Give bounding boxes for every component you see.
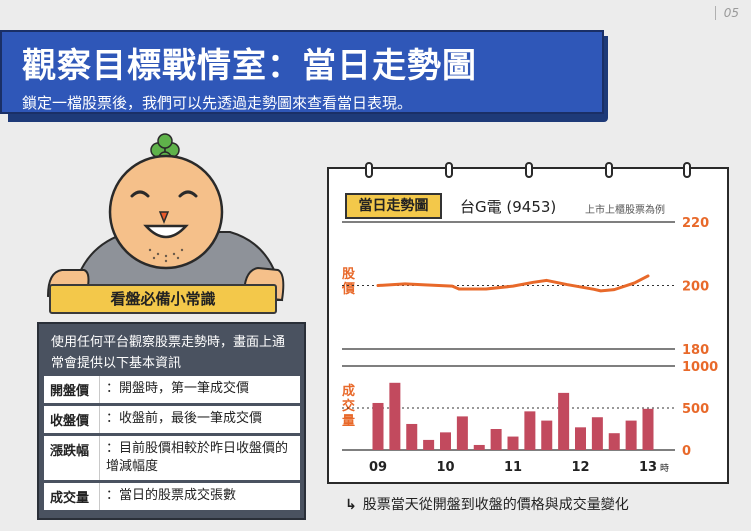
volume-bar: [440, 432, 451, 450]
chart-caption: ↳ 股票當天從開盤到收盤的價格與成交量變化: [345, 494, 629, 514]
volume-bar: [473, 444, 485, 450]
volume-bar: [456, 416, 468, 450]
binder-ring: [525, 162, 533, 178]
mascot-eye-left: [130, 190, 150, 198]
tips-intro: 使用任何平台觀察股票走勢時，畫面上通常會提供以下基本資訊: [51, 335, 286, 371]
volume-tick-label: 500: [682, 402, 709, 417]
mascot-eye-right: [178, 190, 198, 198]
x-tick-label: 13: [639, 460, 657, 475]
x-tick-label: 09: [369, 460, 387, 475]
volume-bar: [625, 420, 637, 450]
volume-tick-label: 1000: [682, 360, 718, 375]
chart-caption-text: 股票當天從開盤到收盤的價格與成交量變化: [362, 497, 629, 513]
price-axis-title: 股價: [342, 267, 356, 297]
volume-bar: [490, 429, 502, 450]
mascot-mouth: [143, 224, 189, 239]
volume-bar: [575, 427, 586, 450]
banner-panel: [0, 30, 604, 114]
binder-ring: [445, 162, 453, 178]
x-tick-label: 10: [436, 460, 454, 475]
tips-definition: ：目前股價相較於昨日收盤價的增減幅度: [106, 441, 289, 474]
volume-tick-label: 0: [682, 444, 691, 459]
price-line: [376, 274, 650, 293]
volume-bar: [608, 433, 620, 450]
tips-term: 成交量: [44, 483, 100, 510]
binder-ring: [683, 162, 691, 178]
volume-bar: [507, 436, 519, 450]
x-tick-label: 11: [504, 460, 522, 475]
volume-bar: [406, 423, 418, 450]
tips-term: 收盤價: [44, 406, 100, 433]
tips-sign: 看盤必備小常識: [49, 284, 277, 314]
binder-rings: [327, 162, 729, 182]
volume-bar: [642, 408, 654, 450]
page-subtitle: 鎖定一檔股票後，我們可以先透過走勢圖來查看當日表現。: [22, 94, 413, 112]
corner-arrow-icon: ↳: [345, 497, 357, 513]
volume-bar: [524, 411, 536, 450]
chart-tag: 當日走勢圖: [345, 193, 442, 219]
x-tick-label: 12: [571, 460, 589, 475]
tips-definition: ：收盤前，最後一筆成交價: [106, 411, 263, 426]
page-number: 05: [714, 6, 739, 20]
tips-board: 使用任何平台觀察股票走勢時，畫面上通常會提供以下基本資訊 開盤價 ：開盤時，第一…: [37, 322, 306, 520]
tips-definition: ：開盤時，第一筆成交價: [106, 381, 250, 396]
volume-bar: [423, 439, 435, 450]
tips-term: 開盤價: [44, 376, 100, 403]
volume-bar: [372, 402, 384, 450]
tips-term: 漲跌幅: [44, 436, 100, 480]
tips-row: 開盤價 ：開盤時，第一筆成交價: [44, 376, 300, 403]
tips-table: 開盤價 ：開盤時，第一筆成交價 收盤價 ：收盤前，最後一筆成交價 漲跌幅 ：目前…: [44, 376, 300, 513]
mascot-nose: [158, 211, 170, 225]
title-banner: 觀察目標戰情室：當日走勢圖 鎖定一檔股票後，我們可以先透過走勢圖來查看當日表現。: [0, 30, 612, 122]
volume-axis-title: 成交量: [342, 384, 356, 429]
stock-name: 台G電 (9453): [460, 198, 557, 216]
tips-row: 漲跌幅 ：目前股價相較於昨日收盤價的增減幅度: [44, 436, 300, 480]
volume-bar: [591, 417, 603, 450]
volume-bar: [541, 420, 553, 450]
volume-bar: [389, 382, 401, 450]
binder-ring: [605, 162, 613, 178]
mascot-stubble: [148, 248, 184, 263]
page-title: 觀察目標戰情室：當日走勢圖: [22, 46, 477, 86]
tips-row: 收盤價 ：收盤前，最後一筆成交價: [44, 406, 300, 433]
price-tick-label: 220: [682, 216, 709, 231]
tips-row: 成交量 ：當日的股票成交張數: [44, 483, 300, 510]
price-tick-label: 200: [682, 280, 709, 295]
binder-ring: [365, 162, 373, 178]
chart-note: 上市上櫃股票為例: [585, 205, 665, 216]
x-unit-label: 時: [660, 463, 669, 474]
tips-definition: ：當日的股票成交張數: [106, 488, 237, 503]
price-tick-label: 180: [682, 343, 709, 358]
volume-bar: [558, 392, 570, 450]
